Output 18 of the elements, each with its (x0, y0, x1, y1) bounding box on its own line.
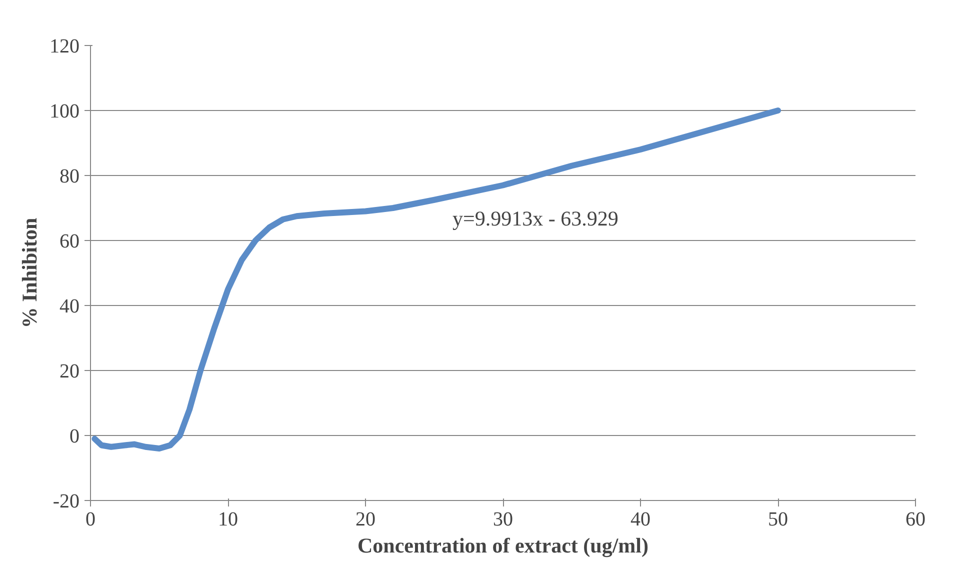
y-tick-label: 120 (50, 36, 80, 58)
x-tick-label: 50 (768, 508, 788, 530)
y-tick-label: 100 (50, 100, 80, 122)
y-tick-label: 80 (60, 166, 80, 188)
x-tick-label: 60 (906, 508, 926, 530)
x-axis-title: Concentration of extract (ug/ml) (357, 534, 649, 558)
y-tick-label: 60 (60, 230, 80, 252)
x-tick-label: 30 (493, 508, 513, 530)
y-tick-label: 0 (70, 426, 80, 448)
y-tick-label: 20 (60, 360, 80, 382)
x-tick-label: 20 (356, 508, 376, 530)
y-tick-label: -20 (52, 490, 80, 512)
y-tick-label: 40 (60, 296, 80, 318)
y-axis-title: % Inhibiton (18, 218, 42, 328)
x-tick-label: 0 (86, 508, 96, 530)
x-tick-label: 40 (630, 508, 650, 530)
x-tick-label: 10 (218, 508, 238, 530)
annotation: y=9.9913x - 63.929 (452, 206, 618, 230)
